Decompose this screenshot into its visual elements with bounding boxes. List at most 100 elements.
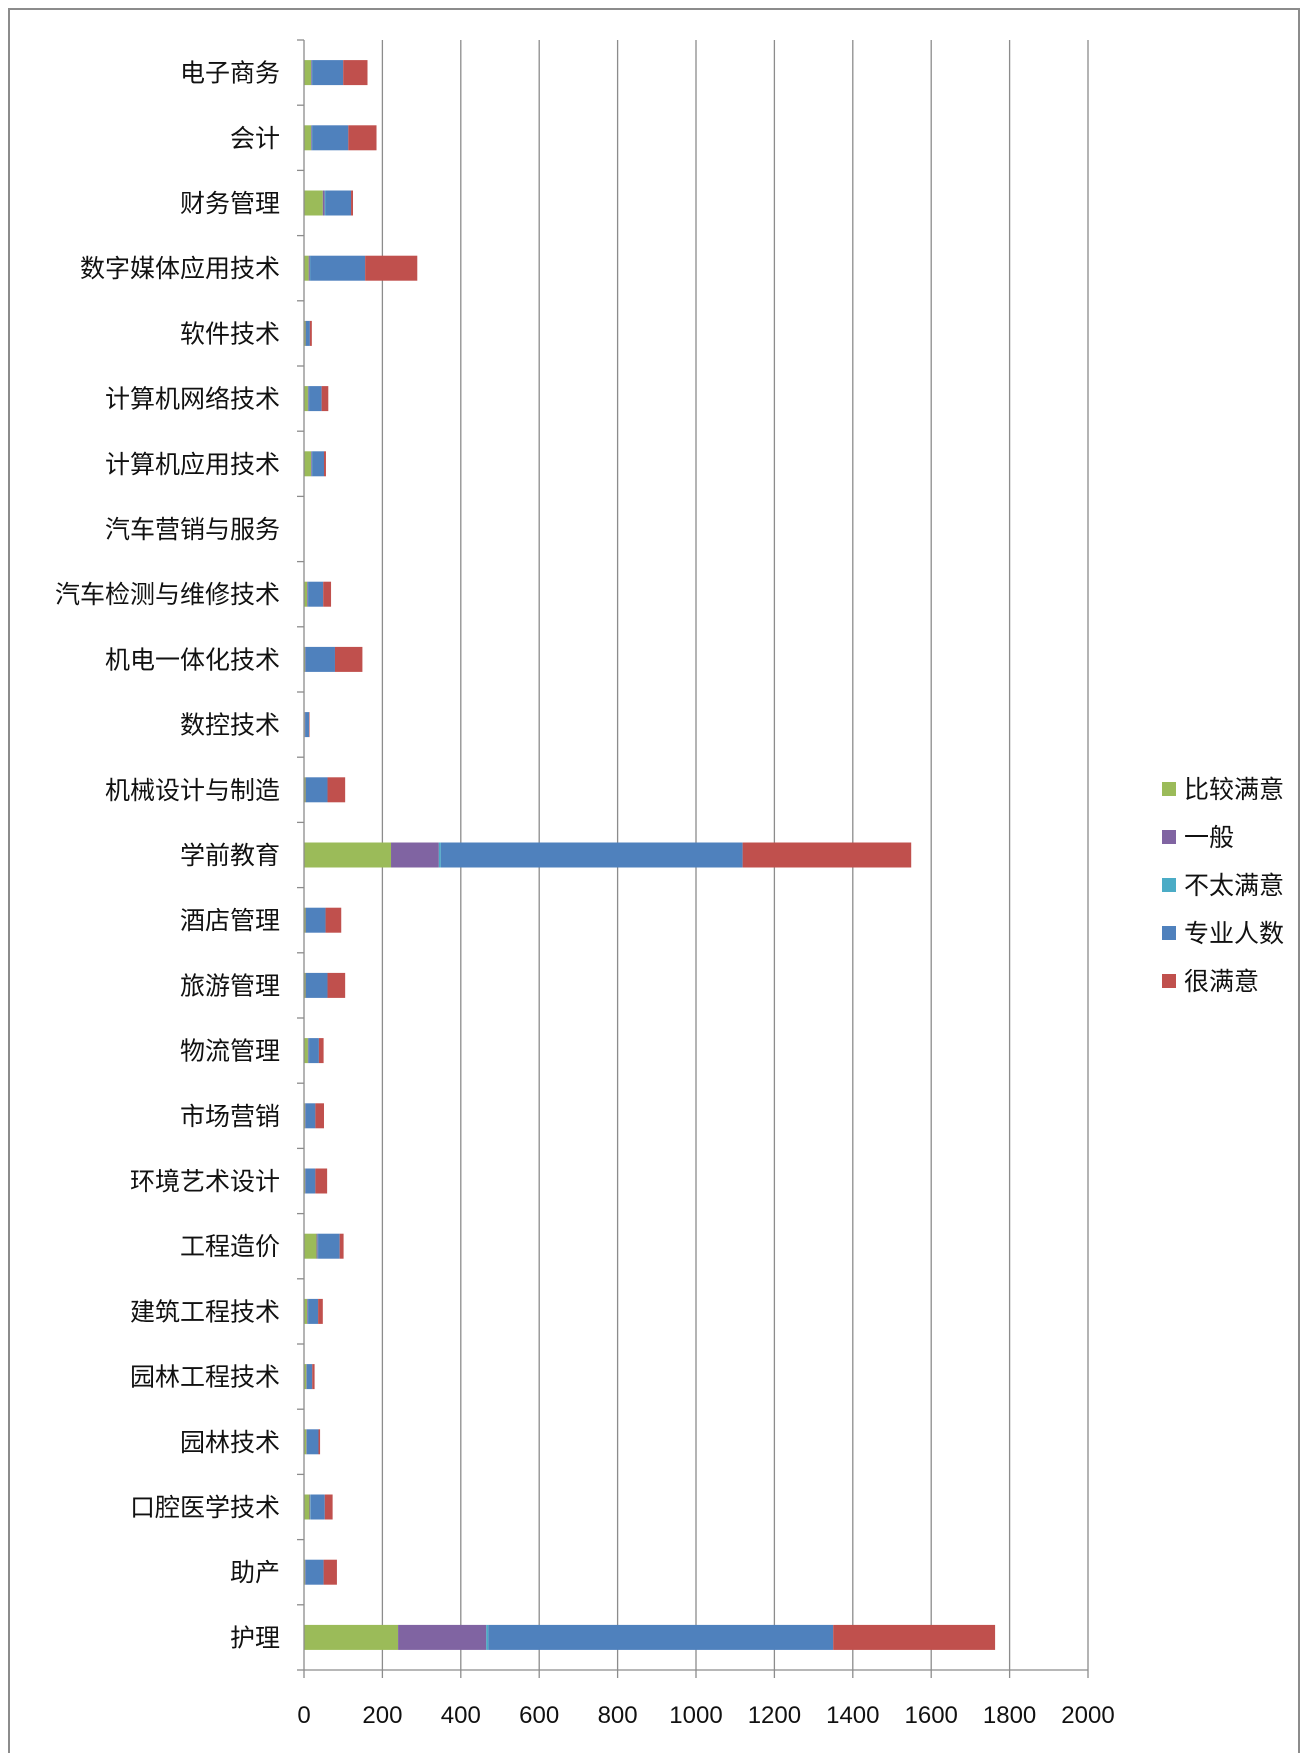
- category-label: 酒店管理: [180, 906, 280, 935]
- bar-segment-2: [307, 581, 308, 607]
- category-label: 园林技术: [180, 1428, 280, 1457]
- legend-swatch: [1162, 830, 1176, 844]
- legend-label: 比较满意: [1184, 775, 1284, 804]
- bar-segment-3: [310, 1494, 311, 1520]
- bar-segment-1: [304, 386, 308, 412]
- bar-segment-2: [306, 1429, 307, 1455]
- bar-segment-1: [304, 581, 308, 607]
- bar-segment-1: [304, 451, 312, 477]
- bar-segment-1: [304, 320, 306, 346]
- bar-segment-2: [306, 1364, 307, 1390]
- bar-segment-4: [305, 777, 328, 803]
- bar-segment-2: [305, 777, 307, 803]
- category-label: 电子商务: [180, 59, 280, 88]
- category-label: 计算机应用技术: [105, 450, 280, 479]
- bar-segment-2: [305, 320, 307, 346]
- x-tick-label: 1400: [826, 1702, 879, 1729]
- bar-segment-5: [321, 386, 329, 412]
- x-tick-label: 400: [441, 1702, 481, 1729]
- bar-segment-4: [305, 1168, 316, 1194]
- category-label: 数控技术: [180, 711, 280, 740]
- category-label: 机电一体化技术: [105, 645, 280, 674]
- x-tick-label: 800: [598, 1702, 638, 1729]
- bar-segment-2: [305, 907, 307, 933]
- category-label: 建筑工程技术: [130, 1297, 280, 1326]
- bar-segment-5: [315, 1168, 328, 1194]
- bar-segment-1: [304, 1429, 307, 1455]
- bar-segment-4: [309, 386, 322, 412]
- bar-segment-4: [312, 125, 349, 151]
- bar-segment-1: [304, 255, 309, 281]
- bar-segment-2: [308, 255, 310, 281]
- bar-segment-4: [440, 842, 743, 868]
- bar-segment-3: [308, 386, 310, 412]
- category-label: 学前教育: [180, 841, 280, 870]
- bar-segment-4: [318, 1233, 340, 1259]
- bar-segment-5: [327, 777, 346, 803]
- bar-segment-2: [307, 1298, 308, 1324]
- bar-segment-4: [310, 255, 366, 281]
- category-label: 软件技术: [180, 319, 280, 348]
- bar-segment-1: [304, 1494, 310, 1520]
- bar-segment-5: [324, 1494, 333, 1520]
- bar-segment-2: [322, 190, 325, 216]
- x-tick-label: 1200: [748, 1702, 801, 1729]
- bar-segment-2: [398, 1624, 487, 1650]
- bar-segment-5: [318, 1298, 323, 1324]
- bar-segment-3: [317, 1233, 319, 1259]
- x-tick-label: 2000: [1061, 1702, 1114, 1729]
- bar-segment-4: [305, 1103, 316, 1129]
- bar-segment-2: [309, 1494, 311, 1520]
- bar-segment-4: [308, 1298, 319, 1324]
- bar-segment-4: [312, 451, 324, 477]
- bar-segment-1: [304, 1298, 308, 1324]
- bar-segment-4: [488, 1624, 834, 1650]
- bar-segment-5: [351, 190, 353, 216]
- stacked-bar-chart: 电子商务会计财务管理数字媒体应用技术软件技术计算机网络技术计算机应用技术汽车营销…: [55, 39, 1284, 1729]
- category-label: 护理: [230, 1623, 280, 1652]
- legend-label: 一般: [1184, 823, 1234, 852]
- bar-segment-4: [308, 581, 324, 607]
- bar-segment-4: [305, 972, 328, 998]
- category-label: 财务管理: [180, 189, 280, 218]
- bar-segment-4: [310, 1494, 325, 1520]
- bar-segment-3: [311, 125, 313, 151]
- category-label: 环境艺术设计: [130, 1167, 280, 1196]
- x-tick-labels: 0 200 400 600 800 1000 1200 1400 1600 1800 2000: [297, 1702, 1114, 1729]
- x-tick-label: 0: [297, 1702, 310, 1729]
- category-label: 会计: [230, 124, 280, 153]
- bar-segment-4: [305, 646, 335, 672]
- category-label: 市场营销: [180, 1102, 280, 1131]
- bar-segment-3: [307, 1298, 309, 1324]
- category-label: 园林工程技术: [130, 1363, 280, 1392]
- legend-swatch: [1162, 878, 1176, 892]
- category-label: 计算机网络技术: [105, 385, 280, 414]
- bar-segment-2: [305, 1559, 306, 1585]
- bar-segment-4: [325, 190, 352, 216]
- category-label: 旅游管理: [180, 971, 280, 1000]
- bar-segment-5: [315, 1103, 324, 1129]
- bar-segment-2: [305, 1168, 306, 1194]
- bar-segment-5: [343, 60, 368, 86]
- bar-segment-5: [833, 1624, 996, 1650]
- category-label: 物流管理: [180, 1037, 280, 1066]
- bar-segment-4: [305, 712, 310, 738]
- bar-segment-1: [304, 1038, 308, 1064]
- legend-label: 专业人数: [1184, 919, 1284, 948]
- bar-segment-2: [311, 125, 312, 151]
- bars: [304, 60, 996, 1650]
- legend-label: 很满意: [1184, 967, 1259, 996]
- bar-segment-5: [339, 1233, 344, 1259]
- x-tick-label: 1800: [983, 1702, 1036, 1729]
- category-label: 机械设计与制造: [105, 776, 280, 805]
- x-tick-label: 200: [362, 1702, 402, 1729]
- bar-segment-3: [311, 60, 313, 86]
- legend-swatch: [1162, 926, 1176, 940]
- bar-segment-1: [304, 1364, 307, 1390]
- bar-segment-1: [304, 190, 323, 216]
- bar-segment-1: [304, 1624, 399, 1650]
- x-tick-label: 600: [519, 1702, 559, 1729]
- category-labels: 电子商务会计财务管理数字媒体应用技术软件技术计算机网络技术计算机应用技术汽车营销…: [55, 59, 280, 1653]
- category-label: 助产: [230, 1558, 280, 1587]
- bar-segment-3: [438, 842, 441, 868]
